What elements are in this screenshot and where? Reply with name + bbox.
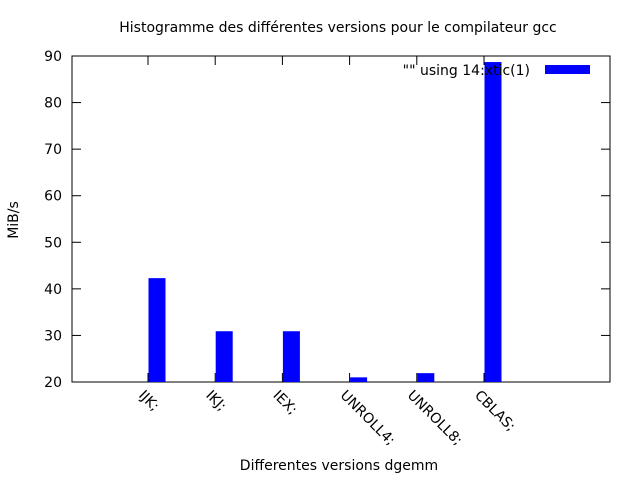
bar [350,377,368,382]
y-tick-label: 70 [44,142,62,158]
chart-title: Histogramme des différentes versions pou… [119,20,557,36]
y-tick-label: 30 [44,328,62,344]
x-tick-label: IJK; [135,388,162,415]
plot-area [71,55,611,383]
x-tick-label: CBLAS; [471,388,518,435]
y-tick-label: 90 [44,49,62,65]
x-tick-label: IKJ; [202,388,229,415]
y-tick-label: 40 [44,282,62,298]
bar-series [148,62,502,382]
x-tick-label: UNROLL8; [404,388,465,449]
legend: "" using 14:xtic(1) [403,63,590,79]
x-tick-label: IEX; [270,388,301,419]
y-axis-label: MiB/s [6,201,22,239]
bar [417,373,435,382]
plot-frame [71,55,611,383]
bar [484,62,502,382]
y-axis: 20 30 40 50 60 70 80 90 [44,49,610,391]
bar [148,278,166,382]
y-tick-label: 50 [44,235,62,251]
legend-swatch [545,65,590,74]
x-axis-label: Differentes versions dgemm [240,458,438,474]
y-tick-label: 60 [44,189,62,205]
x-axis: IJK; IKJ; IEX; UNROLL4; UNROLL8; CBLAS; [135,56,518,449]
x-tick-label: UNROLL4; [337,388,398,449]
y-tick-label: 20 [44,375,62,391]
bar [282,331,300,382]
bar [215,331,233,382]
y-tick-label: 80 [44,96,62,112]
legend-label: "" using 14:xtic(1) [403,63,530,79]
